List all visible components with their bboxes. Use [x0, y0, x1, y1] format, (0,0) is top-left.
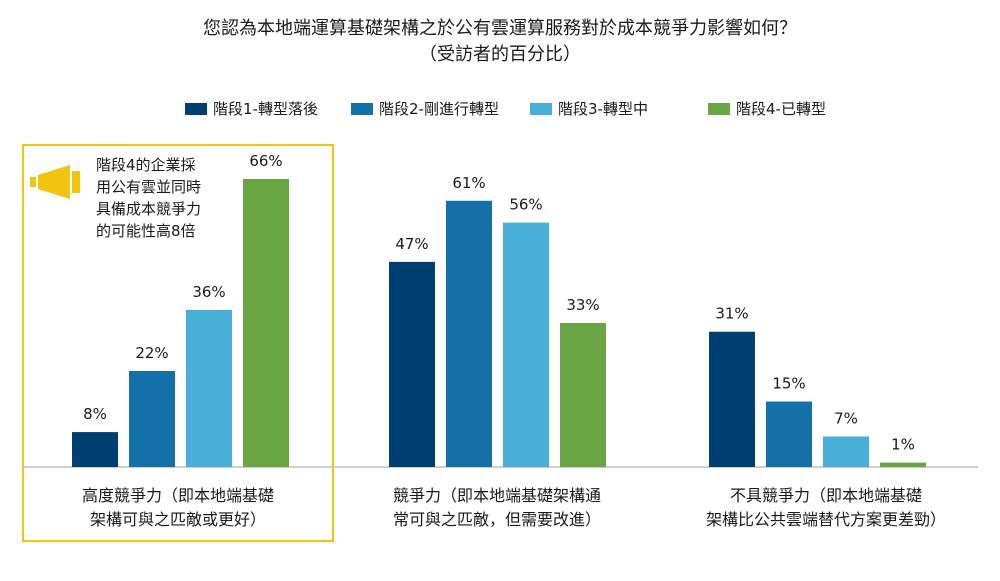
data-label-stage2-cat3: 15%	[772, 375, 805, 393]
data-label-stage4-cat2: 33%	[566, 296, 599, 314]
megaphone-icon	[30, 165, 80, 199]
bar-stage2-cat1	[129, 370, 175, 467]
legend-swatch-stage3	[530, 103, 552, 115]
category-label-medium: 競爭力（即本地端基礎架構通 常可與之匹敵，但需要改進）	[347, 484, 647, 532]
category-label-line: 常可與之匹敵，但需要改進）	[392, 510, 601, 529]
legend-swatch-stage2	[351, 103, 373, 115]
callout-line: 具備成本競爭力	[96, 200, 202, 218]
callout-line: 階段4的企業採	[96, 156, 196, 174]
data-label-stage3-cat1: 36%	[192, 283, 225, 301]
highlight-box	[22, 144, 334, 542]
category-label-line: 架構可與之匹敵或更好）	[89, 510, 266, 529]
bar-stage2-cat3	[766, 401, 812, 467]
category-label-line: 高度競爭力（即本地端基礎	[81, 486, 274, 505]
category-label-high: 高度競爭力（即本地端基礎 架構可與之匹敵或更好）	[28, 484, 328, 532]
callout-line: 用公有雲並同時	[96, 178, 202, 196]
data-label-stage1-cat2: 47%	[395, 235, 428, 253]
legend-label-stage3: 階段3-轉型中	[558, 100, 648, 118]
category-label-line: 競爭力（即本地端基礎架構通	[392, 486, 601, 505]
bar-stage3-cat3	[823, 436, 869, 467]
category-label-line: 不具競爭力（即本地端基礎	[729, 486, 922, 505]
bar-stage3-cat2	[503, 222, 549, 467]
legend-swatch-stage4	[708, 103, 730, 115]
data-label-stage1-cat1: 8%	[83, 405, 107, 423]
bar-stage1-cat3	[709, 331, 755, 467]
legend-swatch-stage1	[185, 103, 207, 115]
callout-text: 階段4的企業採 用公有雲並同時 具備成本競爭力 的可能性高8倍	[96, 154, 246, 242]
data-label-stage3-cat2: 56%	[509, 196, 542, 214]
legend: 階段1-轉型落後 階段2-剛進行轉型 階段3-轉型中 階段4-已轉型	[0, 98, 1000, 120]
callout-line: 的可能性高8倍	[96, 222, 196, 240]
chart-title: 您認為本地端運算基礎架構之於公有雲運算服務對於成本競爭力影響如何？	[203, 18, 797, 39]
bar-stage1-cat2	[389, 261, 435, 467]
bar-stage2-cat2	[446, 200, 492, 467]
bar-stage4-cat3	[880, 462, 926, 467]
data-label-stage3-cat3: 7%	[834, 409, 858, 427]
chart-subtitle: （受訪者的百分比）	[419, 44, 581, 65]
legend-label-stage1: 階段1-轉型落後	[213, 100, 318, 118]
category-label-line: 架構比公共雲端替代方案更差勁）	[705, 510, 946, 529]
data-label-stage1-cat3: 31%	[715, 305, 748, 323]
bar-stage4-cat2	[560, 322, 606, 467]
data-label-stage4-cat3: 1%	[891, 436, 915, 454]
bar-stage4-cat1	[243, 178, 289, 467]
category-label-low: 不具競爭力（即本地端基礎 架構比公共雲端替代方案更差勁）	[666, 484, 986, 532]
data-label-stage2-cat2: 61%	[452, 174, 485, 192]
data-label-stage2-cat1: 22%	[135, 344, 168, 362]
data-label-stage4-cat1: 66%	[249, 152, 282, 170]
bar-stage3-cat1	[186, 309, 232, 467]
bar-stage1-cat1	[72, 432, 118, 467]
legend-label-stage2: 階段2-剛進行轉型	[379, 100, 499, 118]
legend-label-stage4: 階段4-已轉型	[736, 100, 826, 118]
